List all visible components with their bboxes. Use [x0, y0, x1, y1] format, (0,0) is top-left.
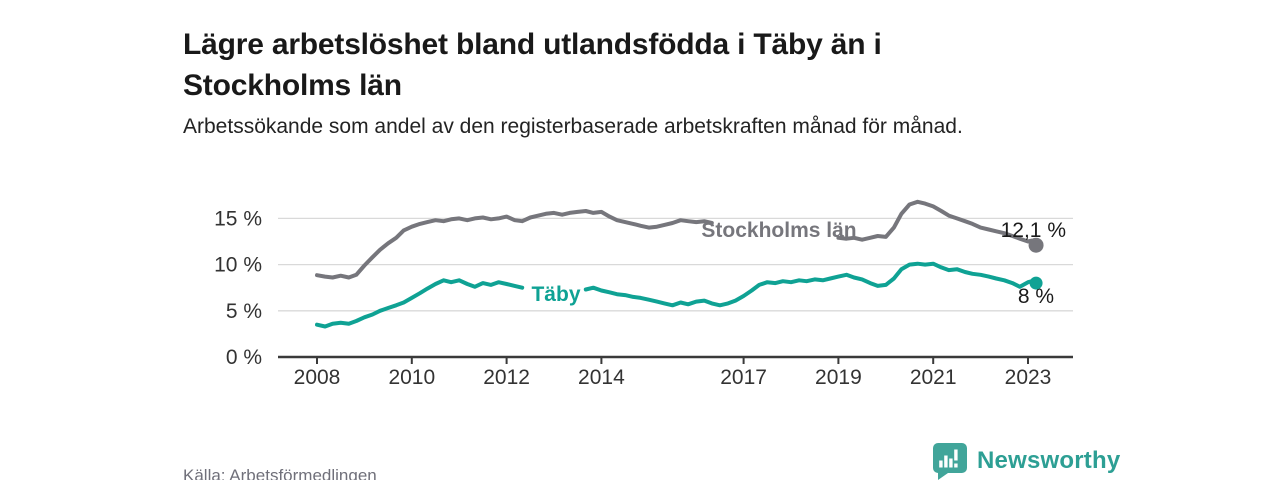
y-tick-label: 5 %: [226, 300, 262, 323]
x-tick-label: 2019: [815, 366, 862, 389]
newsworthy-speech-bubble-bar-chart-icon: [933, 443, 967, 480]
series-end-value-label: 12,1 %: [1001, 219, 1066, 242]
series-line-taby: [315, 278, 525, 329]
series-line-taby: [583, 261, 1039, 308]
chart-subtitle: Arbetssökande som andel av den registerb…: [183, 115, 963, 138]
series-end-dot: [1029, 276, 1043, 290]
x-tick-label: 2008: [294, 366, 341, 389]
x-tick-label: 2021: [910, 366, 957, 389]
series-line-stockholm: [836, 199, 1039, 248]
chart-title: Lägre arbetslöshet bland utlandsfödda i …: [183, 28, 882, 103]
y-tick-label: 15 %: [214, 207, 262, 230]
series-end-dot: [1028, 237, 1044, 253]
newsworthy-wordmark: Newsworthy: [977, 447, 1121, 474]
gridlines: [278, 217, 1073, 312]
newsworthy-logo: Newsworthy: [931, 442, 1120, 480]
source-credit: Källa: Arbetsförmedlingen: [183, 466, 377, 480]
series-lines: [315, 199, 1039, 329]
series-end-value-label: 8 %: [1018, 285, 1054, 308]
x-tick-label: 2023: [1005, 366, 1052, 389]
y-tick-label: 10 %: [214, 254, 262, 277]
x-tick-label: 2017: [720, 366, 767, 389]
series-end-markers: [1028, 237, 1044, 290]
x-tick-label: 2012: [483, 366, 530, 389]
series-inline-labels: Stockholms län 12,1 % Täby 8 %: [531, 219, 1066, 308]
series-name-label: Täby: [531, 283, 580, 306]
series-name-label: Stockholms län: [701, 219, 856, 242]
y-tick-label: 0 %: [226, 346, 262, 369]
axis-tick-labels: 0 % 5 % 10 % 15 % 2008 2010 2012 2014 2017 2019 20…: [214, 207, 1051, 389]
series-line-stockholm: [315, 209, 714, 280]
x-tick-label: 2014: [578, 366, 625, 389]
x-axis: [278, 355, 1073, 364]
x-tick-label: 2010: [388, 366, 435, 389]
